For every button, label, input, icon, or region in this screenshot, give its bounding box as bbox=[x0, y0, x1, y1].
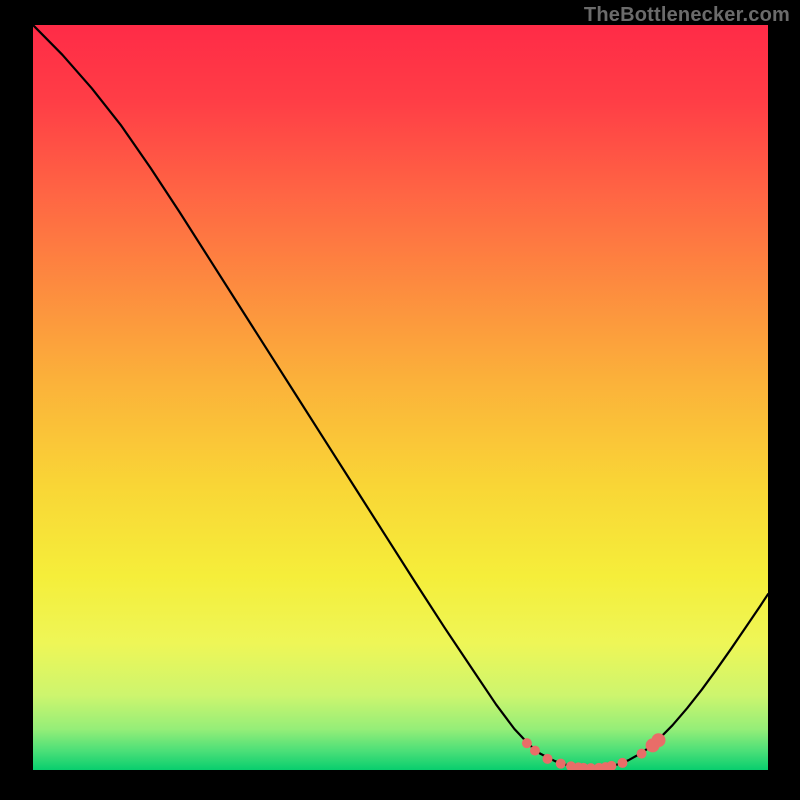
watermark-text: TheBottlenecker.com bbox=[584, 4, 790, 27]
curve-marker bbox=[530, 746, 540, 756]
curve-marker bbox=[651, 733, 665, 747]
gradient-background-rect bbox=[33, 25, 768, 770]
curve-marker bbox=[556, 759, 566, 769]
chart-plot-area bbox=[33, 25, 768, 770]
curve-marker bbox=[522, 738, 532, 748]
chart-svg bbox=[33, 25, 768, 770]
curve-marker bbox=[617, 758, 627, 768]
curve-marker bbox=[543, 754, 553, 764]
curve-marker bbox=[637, 749, 647, 759]
